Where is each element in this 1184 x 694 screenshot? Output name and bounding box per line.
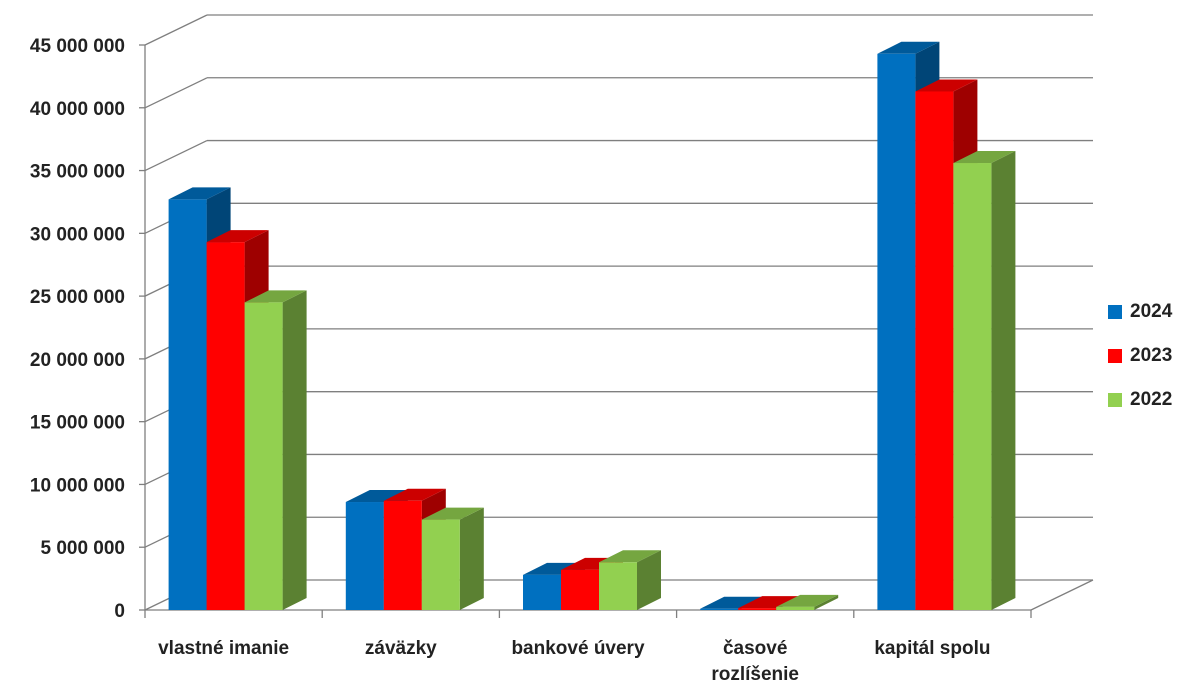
- bar: [776, 594, 839, 610]
- bar: [421, 507, 484, 610]
- floor-edge: [1030, 579, 1094, 611]
- legend-item: 2023: [1108, 334, 1172, 378]
- legend-swatch: [1108, 305, 1122, 319]
- x-tick-label: časové rozlíšenie: [711, 638, 799, 685]
- y-tick-label: 0: [114, 601, 125, 622]
- legend-swatch: [1108, 393, 1122, 407]
- legend-label: 2022: [1130, 389, 1173, 410]
- legend-label: 2024: [1130, 301, 1173, 322]
- bar: [599, 550, 661, 610]
- bar: [953, 151, 1016, 610]
- x-tick-label: záväzky: [365, 638, 437, 659]
- gridline-side: [144, 139, 208, 172]
- gridline-side: [144, 14, 208, 46]
- legend-item: 2022: [1108, 378, 1172, 422]
- y-tick-label: 20 000 000: [30, 350, 125, 371]
- y-tick-label: 5 000 000: [40, 538, 125, 559]
- x-tick-label: kapitál spolu: [874, 638, 990, 659]
- y-tick-label: 45 000 000: [30, 36, 125, 57]
- gridline-side: [144, 77, 208, 109]
- legend-label: 2023: [1130, 345, 1173, 366]
- y-tick-label: 15 000 000: [30, 413, 125, 434]
- y-tick-label: 40 000 000: [30, 99, 125, 120]
- x-tick-label: bankové úvery: [511, 638, 644, 659]
- y-tick-label: 35 000 000: [30, 162, 125, 183]
- bar: [244, 290, 307, 610]
- y-tick-label: 30 000 000: [30, 224, 125, 245]
- legend-swatch: [1108, 349, 1122, 363]
- legend: 2024 2023 2022: [1108, 290, 1172, 422]
- y-tick-label: 10 000 000: [30, 475, 125, 496]
- y-tick-label: 25 000 000: [30, 287, 125, 308]
- x-tick-label: vlastné imanie: [158, 638, 289, 659]
- legend-item: 2024: [1108, 290, 1172, 334]
